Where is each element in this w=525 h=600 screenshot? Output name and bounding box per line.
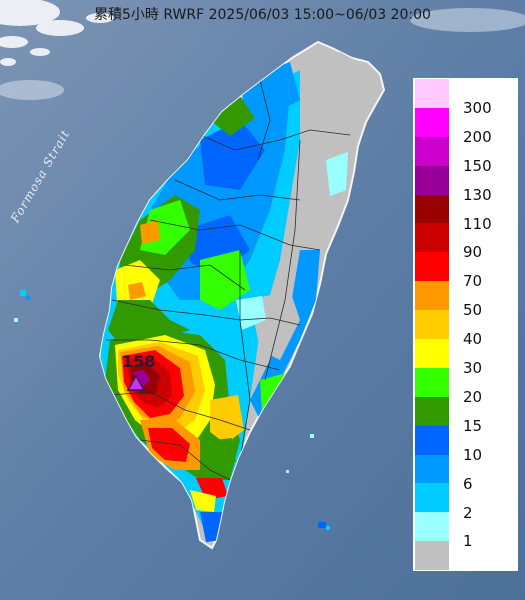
cloud-cover-light xyxy=(0,8,525,100)
legend-swatch xyxy=(415,252,449,282)
sea-rain-patches xyxy=(14,290,330,530)
legend-label: 10 xyxy=(463,445,483,464)
legend-swatch xyxy=(415,281,449,311)
legend-label: 90 xyxy=(463,243,483,262)
legend-label: 6 xyxy=(463,474,473,493)
legend-swatch xyxy=(415,483,449,513)
legend-swatch xyxy=(415,454,449,484)
legend-swatch xyxy=(415,107,449,137)
legend-swatch xyxy=(415,79,449,108)
legend-label: 110 xyxy=(463,214,492,233)
cloud-cover xyxy=(0,0,114,66)
legend-label: 30 xyxy=(463,359,483,377)
legend-label: 15 xyxy=(463,416,483,435)
legend-swatch xyxy=(415,541,449,571)
legend-swatch xyxy=(415,310,449,340)
max-rainfall-marker xyxy=(126,374,146,391)
legend-swatch xyxy=(415,165,449,195)
legend-label: 130 xyxy=(463,185,492,204)
legend-label: 300 xyxy=(463,98,492,117)
legend-label: 50 xyxy=(463,301,483,320)
legend-label: 70 xyxy=(463,272,483,291)
legend-swatch xyxy=(415,223,449,253)
rainfall-legend: 300 200 150 130 110 90 70 50 40 30 20 15 10 6 2 1 xyxy=(413,78,518,571)
legend-swatch xyxy=(415,339,449,368)
legend-label: 2 xyxy=(463,503,473,522)
county-boundaries xyxy=(106,79,351,481)
legend-label: 150 xyxy=(463,156,492,175)
max-rainfall-value: 158 xyxy=(122,352,156,371)
legend-swatches xyxy=(415,79,449,571)
legend-swatch xyxy=(415,367,449,397)
legend-swatch xyxy=(415,425,449,455)
legend-swatch xyxy=(415,396,449,426)
legend-label: 200 xyxy=(463,127,492,146)
legend-label: 40 xyxy=(463,330,483,349)
map-title: 累積5小時 RWRF 2025/06/03 15:00~06/03 20:00 xyxy=(94,7,431,23)
legend-swatch xyxy=(415,136,449,166)
legend-label: 1 xyxy=(463,532,473,551)
legend-swatch xyxy=(415,194,449,224)
legend-swatch xyxy=(415,512,449,542)
legend-label: 20 xyxy=(463,387,483,406)
